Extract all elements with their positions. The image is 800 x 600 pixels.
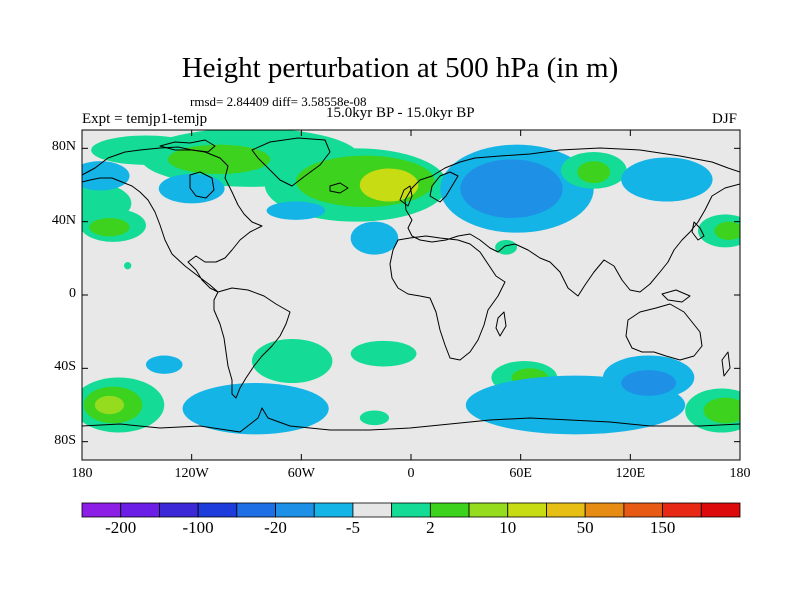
colorbar-box [352, 502, 393, 518]
coast-greenland [251, 137, 331, 187]
contour-antarctic-pen-green [359, 410, 390, 426]
y-tick-label: 40N [51, 212, 76, 228]
coast-south-america [213, 287, 291, 399]
colorbar-box [546, 502, 586, 518]
contour-far-east-blue [621, 157, 713, 202]
coast-africa [389, 235, 506, 361]
coast-scandinavia [429, 171, 459, 203]
colorbar-box [81, 502, 122, 518]
x-tick-label: 120W [174, 466, 209, 481]
colorbar [81, 502, 741, 518]
season-label: DJF [712, 111, 738, 127]
colorbar-box [468, 502, 509, 518]
colorbar-label: 150 [649, 518, 676, 537]
colorbar-box [159, 502, 199, 518]
contour-arctic-canada-green [167, 144, 271, 174]
colorbar-label: -20 [264, 518, 287, 537]
contour-labrador-blue [266, 201, 326, 220]
colorbar-box [275, 502, 315, 518]
colorbar-box [197, 502, 238, 518]
colorbar-box [584, 502, 625, 518]
contour-n-pacific-east-core [89, 218, 130, 237]
x-tick-label: 120E [615, 466, 646, 481]
coastlines [82, 137, 740, 433]
x-tick-label: 60E [509, 466, 532, 481]
stats-text: rmsd= 2.84409 diff= 3.58558e-08 [190, 94, 367, 109]
x-tick-label: 180 [729, 466, 751, 481]
coast-new-guinea [661, 289, 691, 303]
contour-s-pacific-blue [145, 355, 183, 374]
colorbar-box [236, 502, 276, 518]
contour-mideast-green [495, 240, 518, 255]
colorbar-box [662, 502, 702, 518]
x-tick-label: 60W [287, 466, 315, 481]
colorbar-box [313, 502, 354, 518]
contour-hawaii-speck [124, 262, 132, 270]
period-label: 15.0kyr BP - 15.0kyr BP [326, 105, 475, 121]
contour-canada-blue [158, 174, 225, 204]
contour-s-atlantic-green [350, 340, 417, 367]
coast-arctic-islands [159, 139, 216, 153]
coast-new-zealand [721, 351, 731, 377]
colorbar-box [623, 502, 663, 518]
contour-southern-ocean-blue [182, 383, 329, 435]
colorbar-box [507, 502, 547, 518]
coast-iceland [329, 182, 349, 194]
coast-madagascar [495, 311, 507, 337]
colorbar-label: 10 [499, 518, 517, 537]
colorbar-label: 2 [426, 518, 435, 537]
colorbar-box [391, 502, 431, 518]
colorbar-box [120, 502, 160, 518]
contour-alaska-blue [82, 161, 130, 191]
contour-atlantic-blue-spot [350, 221, 399, 255]
contour-n-pacific-west-core [714, 221, 740, 240]
coast-australia [625, 303, 703, 361]
map-title: Height perturbation at 500 hPa (in m) [181, 52, 619, 84]
contour-australia-south-core [621, 370, 677, 396]
y-tick-label: 80S [54, 432, 76, 448]
colorbar-label: 50 [576, 518, 594, 537]
colorbar-label: -5 [345, 518, 361, 537]
colorbar-box [429, 502, 470, 518]
contour-siberia-green-core [577, 161, 611, 184]
coast-eurasia [404, 147, 740, 297]
y-tick-label: 80N [51, 139, 76, 155]
colorbar-box [700, 502, 741, 518]
contour-new-zealand-core [703, 397, 740, 424]
coast-hudson-bay [189, 171, 215, 199]
colorbar-label: -200 [105, 518, 137, 537]
axis-ticks [81, 130, 741, 460]
contour-uk-peak [359, 168, 419, 202]
coast-british-isles [399, 185, 413, 207]
contour-fields [82, 130, 740, 435]
y-tick-label: 0 [69, 286, 76, 301]
coast-antarctica [82, 407, 740, 433]
contour-s-america-green [251, 339, 333, 383]
contour-russia-blue-core [460, 159, 563, 219]
x-tick-label: 0 [407, 466, 415, 481]
y-tick-label: 40S [54, 359, 76, 375]
x-tick-label: 180 [71, 466, 93, 481]
colorbar-label: -100 [182, 518, 214, 537]
contour-s-pacific-peak [94, 395, 125, 415]
experiment-label: Expt = temjp1-temjp [82, 111, 208, 127]
coast-japan [691, 221, 705, 241]
